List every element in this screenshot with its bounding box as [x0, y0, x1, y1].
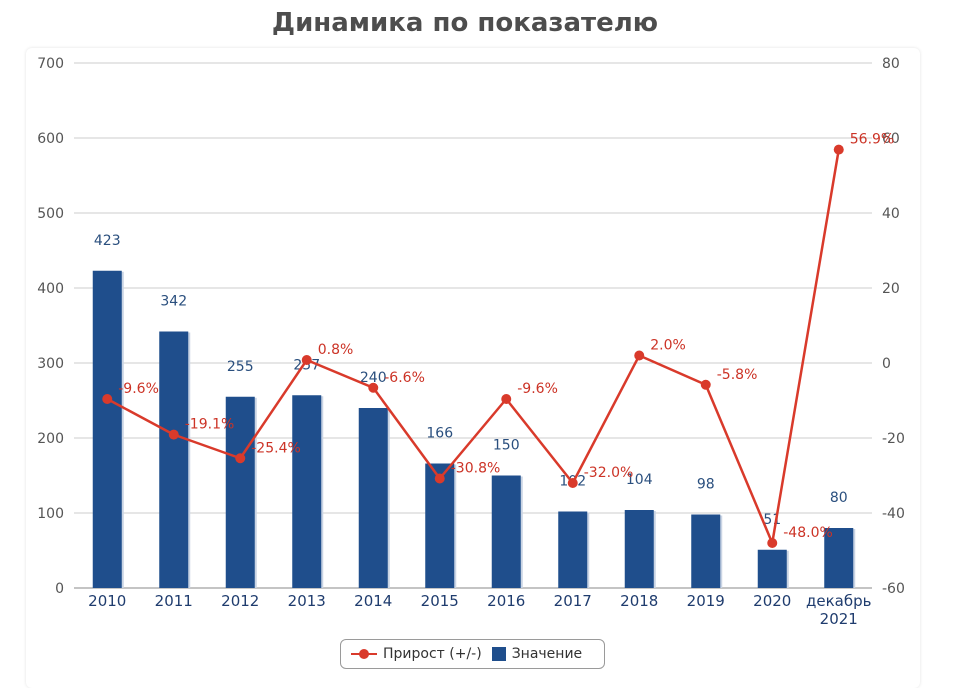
chart-title: Динамика по показателю	[271, 8, 659, 38]
combo-chart: 0 100 200 300 400 500 600 700 -60 -40 -20 0 20 40 60 80…	[37, 56, 905, 628]
x-tick-label: 2018	[620, 592, 658, 610]
x-tick-label: 2010	[88, 592, 126, 610]
x-tick-label: 2013	[288, 592, 326, 610]
y-right-tick-label: 80	[882, 56, 900, 72]
bar	[558, 511, 588, 588]
growth-value-label: 0.8%	[318, 342, 354, 358]
y-right-tick-label: 0	[882, 356, 891, 372]
growth-point	[235, 453, 246, 464]
bar-value-label: 80	[830, 490, 848, 506]
growth-point	[634, 350, 645, 361]
y-left-tick-label: 200	[37, 431, 64, 447]
legend-label-growth: Прирост (+/-)	[383, 646, 482, 662]
y-right-tick-label: -20	[882, 431, 905, 447]
y-left-tick-label: 400	[37, 281, 64, 297]
y-right-tick-label: -60	[882, 581, 905, 597]
y-left-tick-label: 500	[37, 206, 64, 222]
x-tick-label: 2016	[487, 592, 525, 610]
growth-point	[301, 355, 312, 365]
bar	[358, 408, 388, 588]
bar-value-label: 342	[160, 294, 187, 310]
growth-value-label: -6.6%	[384, 370, 425, 386]
x-tick-label: 2019	[687, 592, 725, 610]
bar-value-label: 423	[94, 233, 121, 249]
bar	[491, 475, 521, 588]
legend-label-value: Значение	[511, 646, 583, 662]
bar	[757, 549, 787, 588]
x-tick-label: 2011	[155, 592, 193, 610]
growth-point	[368, 382, 379, 393]
y-left-tick-label: 700	[37, 56, 64, 72]
y-left-tick-label: 600	[37, 131, 64, 147]
x-tick-label: 2020	[753, 592, 791, 610]
y-left-tick-label: 300	[37, 356, 64, 372]
x-tick-label: 2015	[421, 592, 459, 610]
y-right-tick-label: 60	[882, 131, 900, 147]
growth-value-label: -9.6%	[118, 381, 159, 397]
x-tick-label-part: 2021	[820, 610, 858, 628]
growth-value-label: -9.6%	[517, 381, 558, 397]
bar-value-label: 255	[227, 359, 254, 375]
bar-value-label: 98	[697, 477, 715, 493]
legend-item-value[interactable]: Значение	[482, 646, 582, 662]
growth-point	[767, 538, 778, 548]
y-right-tick-label: 40	[882, 206, 900, 222]
legend-line-marker-icon	[351, 649, 377, 659]
x-tick-label: 2012	[221, 592, 259, 610]
growth-point	[102, 394, 113, 404]
x-tick-label-part: декабрь	[806, 592, 871, 610]
growth-value-label: -19.1%	[185, 417, 235, 433]
growth-value-label: -25.4%	[251, 440, 301, 456]
growth-point	[168, 429, 179, 440]
growth-point	[434, 473, 445, 484]
x-tick-label: 2017	[554, 592, 592, 610]
bar-value-label: 150	[493, 438, 520, 454]
growth-value-label: 2.0%	[650, 338, 686, 354]
bar	[824, 528, 854, 588]
growth-value-label: -48.0%	[783, 525, 833, 541]
growth-value-label: -5.8%	[717, 367, 758, 383]
bar	[92, 270, 122, 588]
legend-bar-marker-icon	[491, 647, 506, 661]
y-right-tick-label: 20	[882, 281, 900, 297]
legend-item-growth[interactable]: Прирост (+/-)	[341, 646, 482, 662]
growth-value-label: -30.8%	[451, 461, 501, 477]
bar-value-label: 240	[360, 370, 387, 386]
growth-line	[106, 149, 840, 545]
legend: Прирост (+/-) Значение	[340, 639, 605, 669]
growth-point	[700, 379, 711, 390]
bar	[292, 395, 322, 588]
bar	[225, 396, 255, 588]
growth-point	[567, 478, 578, 488]
growth-point	[833, 144, 844, 155]
growth-value-label: -32.0%	[584, 465, 634, 481]
y-right-tick-label: -40	[882, 506, 905, 522]
bar	[159, 331, 189, 588]
x-tick-label: декабрь 2021	[806, 592, 871, 628]
bar	[425, 463, 455, 588]
growth-value-label: 56.9%	[850, 132, 894, 148]
bar	[691, 514, 721, 588]
x-tick-label: 2014	[354, 592, 392, 610]
y-left-tick-label: 100	[37, 506, 64, 522]
y-left-tick-label: 0	[55, 581, 64, 597]
bar	[624, 510, 654, 588]
bar-value-label: 104	[626, 472, 653, 488]
growth-point	[501, 394, 512, 404]
bar-value-label: 166	[426, 426, 453, 442]
